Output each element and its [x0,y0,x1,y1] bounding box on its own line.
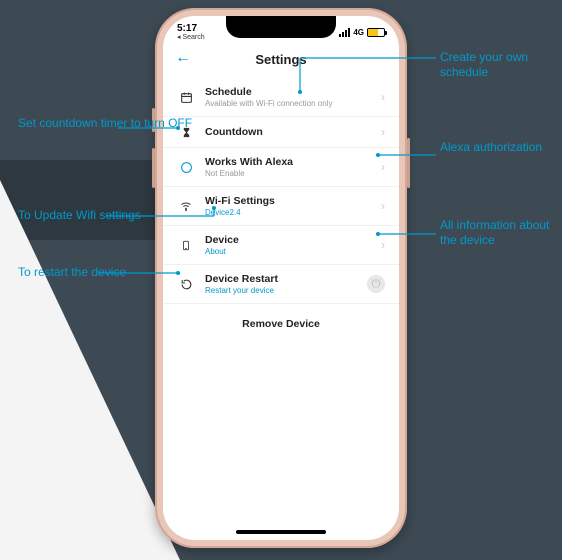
chevron-right-icon: › [381,238,385,252]
back-button[interactable]: ← [175,50,191,66]
chevron-right-icon: › [381,160,385,174]
callout-countdown: Set countdown timer to turn OFF [18,116,192,131]
status-back-hint: ◂ Search [177,34,205,41]
chevron-right-icon: › [381,199,385,213]
callout-wifi: To Update Wifi settings [18,208,141,223]
row-title: Schedule [205,86,381,98]
row-wifi[interactable]: Wi-Fi Settings Device2.4 › [163,187,399,226]
row-countdown[interactable]: Countdown › [163,117,399,148]
callout-restart: To restart the device [18,265,126,280]
row-schedule[interactable]: Schedule Available with Wi-Fi connection… [163,78,399,117]
settings-list: Schedule Available with Wi-Fi connection… [163,74,399,348]
row-subtitle: Device2.4 [205,208,381,217]
remove-device-button[interactable]: Remove Device [163,304,399,344]
row-subtitle: Restart your device [205,286,367,295]
row-subtitle: About [205,247,381,256]
phone-screen: 5:17 ◂ Search 4G ← Settings Schedule Ava… [163,16,399,540]
row-title: Device [205,234,381,246]
bg-dark-band [0,160,155,240]
battery-icon [367,28,385,37]
callout-device: All information about the device [440,218,562,248]
page-title: Settings [255,52,306,67]
chevron-right-icon: › [381,90,385,104]
row-title: Countdown [205,126,381,138]
row-device[interactable]: Device About › [163,226,399,265]
row-subtitle: Not Enable [205,169,381,178]
restart-icon [177,278,195,291]
alexa-icon [177,161,195,174]
phone-frame: 5:17 ◂ Search 4G ← Settings Schedule Ava… [155,8,407,548]
home-indicator [236,530,326,534]
calendar-icon [177,91,195,104]
header: ← Settings [163,44,399,74]
status-time: 5:17 [177,24,205,34]
network-label: 4G [353,28,364,37]
chevron-right-icon: › [381,125,385,139]
phone-notch [226,16,336,38]
row-restart[interactable]: Device Restart Restart your device ⏻ [163,265,399,304]
row-alexa[interactable]: Works With Alexa Not Enable › [163,148,399,187]
row-title: Device Restart [205,273,367,285]
callout-alexa: Alexa authorization [440,140,542,155]
callout-schedule: Create your own schedule [440,50,562,80]
device-icon [177,239,195,252]
wifi-icon [177,200,195,212]
signal-icon [339,28,350,37]
row-title: Wi-Fi Settings [205,195,381,207]
row-title: Works With Alexa [205,156,381,168]
power-icon: ⏻ [367,275,385,293]
row-subtitle: Available with Wi-Fi connection only [205,99,381,108]
